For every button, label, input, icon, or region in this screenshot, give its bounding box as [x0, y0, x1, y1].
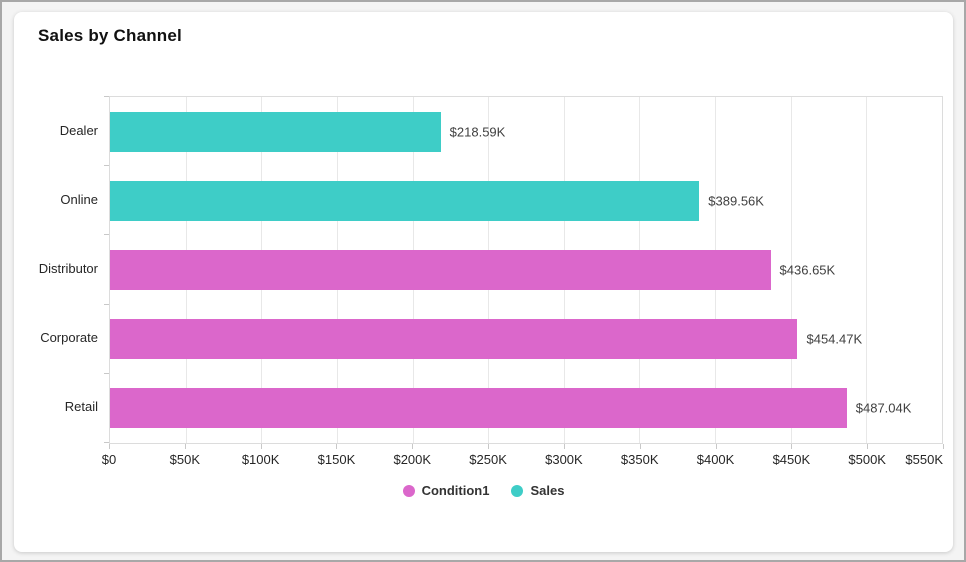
plot-area: $218.59K $389.56K $436.65K $454.47K $487.04K [109, 96, 943, 444]
category-label-corporate: Corporate [40, 330, 98, 346]
x-axis-tick [336, 444, 338, 449]
x-axis-label: $500K [848, 452, 886, 467]
category-label-retail: Retail [64, 399, 98, 415]
bar-retail[interactable] [110, 388, 847, 429]
x-axis-label: $400K [696, 452, 735, 467]
category-label-dealer: Dealer [59, 122, 98, 138]
x-axis-tick [184, 444, 186, 449]
legend-marker-icon [511, 485, 524, 497]
x-axis-tick [791, 444, 793, 449]
x-axis-label: $50K [169, 452, 200, 467]
x-axis-tick [488, 444, 490, 449]
x-axis-tick [867, 444, 869, 449]
y-axis-tick [104, 372, 109, 374]
x-axis-label: $550K [905, 452, 943, 467]
x-axis-tick [943, 444, 944, 449]
legend-label: Sales [530, 483, 565, 498]
gridline [866, 97, 868, 443]
chart-card: Sales by Channel $218.59K $389.56K $436.65… [14, 12, 953, 552]
category-label-online: Online [60, 191, 98, 207]
category-label-distributor: Distributor [38, 261, 98, 276]
x-axis-label: $300K [545, 452, 583, 467]
y-axis-tick [104, 303, 109, 305]
bar-value-label: $218.59K [449, 124, 506, 140]
legend-marker-icon [402, 485, 415, 497]
legend-label: Condition1 [421, 483, 490, 498]
bar-online[interactable] [110, 180, 700, 221]
y-axis-tick [104, 165, 109, 167]
legend: Condition1 Sales [14, 482, 953, 500]
x-axis-label: $250K [469, 452, 507, 467]
gridline [790, 97, 792, 443]
bar-value-label: $389.56K [708, 193, 764, 209]
legend-item-condition1[interactable]: Condition1 [402, 483, 490, 499]
x-axis-label: $450K [772, 452, 811, 467]
bar-dealer[interactable] [110, 111, 441, 152]
y-axis-tick [104, 442, 109, 443]
x-axis-label: $350K [620, 452, 659, 467]
x-axis-tick [639, 444, 641, 449]
x-axis-tick [260, 444, 262, 449]
x-axis-tick [715, 444, 717, 449]
bar-value-label: $454.47K [806, 331, 863, 347]
x-axis-label: $100K [241, 452, 280, 467]
x-axis-tick [563, 444, 565, 449]
bar-corporate[interactable] [110, 319, 798, 360]
x-axis-label: $150K [317, 452, 356, 467]
x-axis-label: $0 [101, 452, 117, 467]
bar-value-label: $487.04K [855, 400, 912, 416]
y-axis-tick [104, 234, 109, 236]
bar-distributor[interactable] [110, 250, 771, 290]
legend-item-sales[interactable]: Sales [511, 483, 564, 499]
x-axis-label: $200K [393, 452, 432, 467]
chart-title: Sales by Channel [38, 26, 182, 45]
bar-value-label: $436.65K [779, 262, 836, 278]
x-axis-tick [109, 444, 110, 449]
y-axis-tick [104, 96, 109, 97]
x-axis-tick [412, 444, 414, 449]
